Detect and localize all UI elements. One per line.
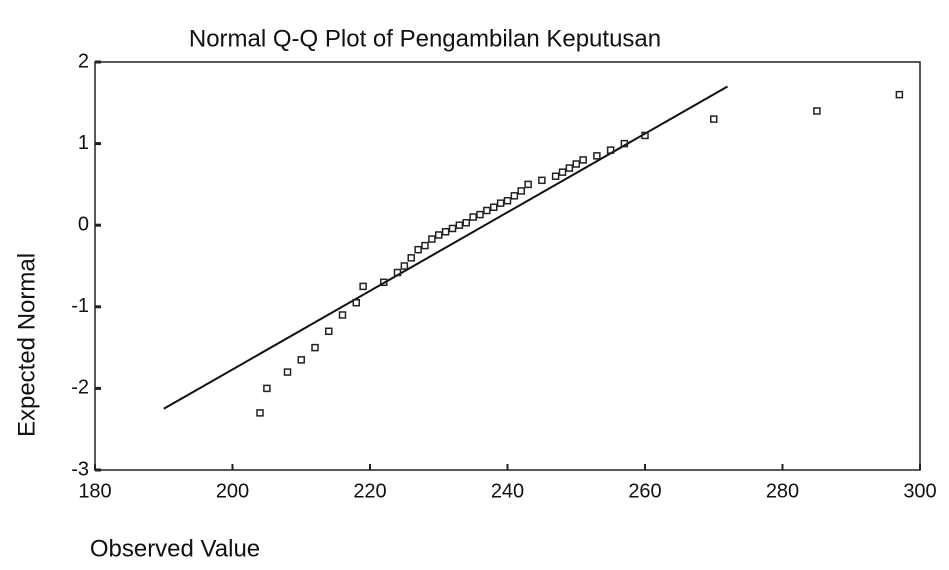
point <box>448 224 457 233</box>
point <box>283 368 292 376</box>
y-tick-label: 0 <box>78 213 89 235</box>
point <box>435 231 443 239</box>
reference-line <box>163 85 728 410</box>
point <box>476 210 484 219</box>
point <box>256 409 264 417</box>
x-tick-label: 260 <box>628 480 661 502</box>
point <box>895 90 904 99</box>
point <box>414 245 422 254</box>
y-tick-label: 1 <box>78 132 89 154</box>
point <box>620 139 629 148</box>
point <box>338 311 347 319</box>
point <box>455 221 464 229</box>
point <box>407 254 415 262</box>
point <box>428 235 436 243</box>
point <box>325 327 333 336</box>
x-tick-label: 280 <box>766 480 799 502</box>
y-tick-label: -1 <box>71 295 89 317</box>
point <box>503 196 512 205</box>
point <box>510 192 519 200</box>
point <box>538 176 546 185</box>
point <box>462 219 470 227</box>
y-axis-label: Expected Normal <box>13 253 40 437</box>
plot-frame <box>94 61 921 471</box>
point <box>710 115 718 123</box>
point <box>565 164 574 172</box>
point <box>490 203 498 211</box>
point <box>483 206 491 215</box>
point <box>441 227 450 236</box>
x-tick-label: 200 <box>216 480 249 502</box>
point <box>593 152 601 160</box>
point <box>400 262 409 270</box>
point <box>380 278 388 287</box>
point <box>352 298 360 307</box>
x-tick-label: 240 <box>491 480 524 502</box>
point <box>421 241 429 250</box>
point <box>579 156 587 164</box>
point <box>297 356 305 364</box>
x-tick-label: 220 <box>353 480 386 502</box>
chart-title: Normal Q-Q Plot of Pengambilan Keputusan <box>189 25 661 52</box>
point <box>359 282 367 291</box>
point <box>311 343 319 352</box>
point <box>641 131 649 140</box>
point <box>263 384 271 393</box>
point <box>813 107 821 115</box>
point <box>469 213 477 221</box>
x-tick-label: 180 <box>78 480 111 502</box>
point <box>551 172 560 180</box>
x-axis-label: Observed Value <box>90 535 260 562</box>
y-tick-label: 2 <box>78 50 89 72</box>
point <box>606 146 615 154</box>
point <box>517 187 525 195</box>
point <box>558 168 567 176</box>
point <box>393 268 402 277</box>
x-tick-label: 300 <box>903 480 936 502</box>
point <box>572 160 580 168</box>
y-tick-label: -3 <box>71 458 89 480</box>
point <box>496 199 505 207</box>
y-tick-label: -2 <box>71 377 89 399</box>
point <box>524 180 532 189</box>
